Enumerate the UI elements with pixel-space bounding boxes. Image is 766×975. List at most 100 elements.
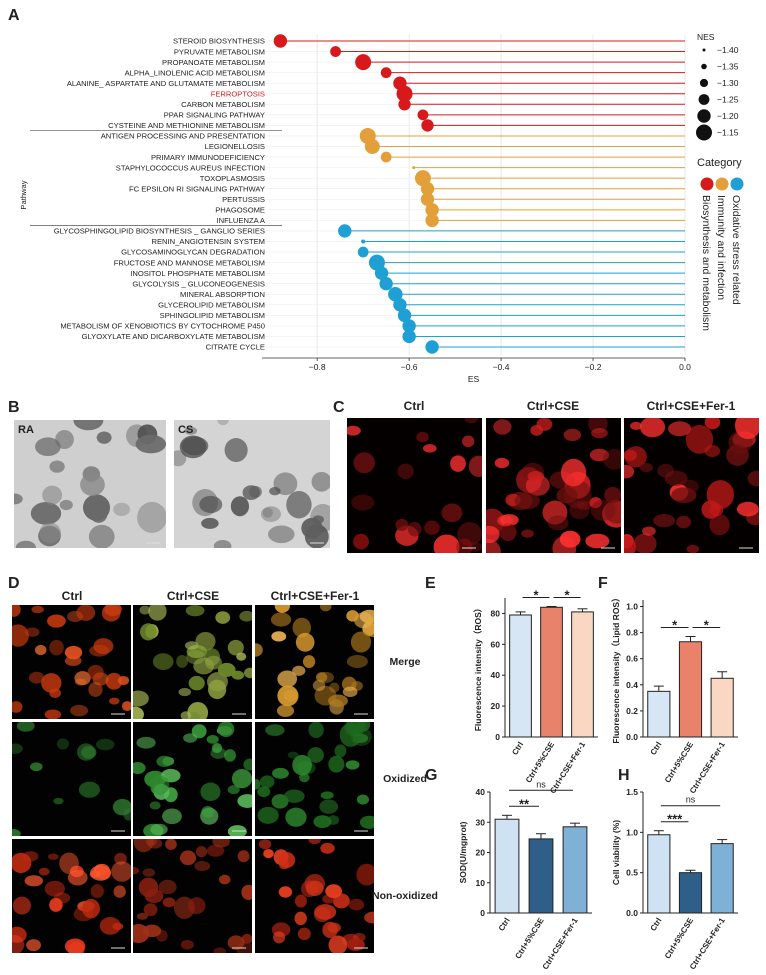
cell bbox=[278, 886, 293, 898]
x-tick-label: 0.0 bbox=[679, 362, 691, 372]
fluorescence-image bbox=[486, 418, 621, 553]
cell bbox=[49, 639, 64, 656]
significance-label: ns bbox=[536, 779, 546, 789]
tem-image bbox=[14, 420, 166, 548]
cell bbox=[279, 860, 290, 870]
image-content bbox=[174, 420, 330, 548]
cell bbox=[563, 428, 582, 442]
cell bbox=[356, 863, 374, 886]
y-axis-title: Fluorescence intensity（ROS） bbox=[473, 604, 483, 732]
cell bbox=[227, 825, 247, 836]
x-tick-label: Ctrl+CSE+Fer-1 bbox=[688, 740, 727, 795]
cell bbox=[89, 644, 110, 657]
cell bbox=[239, 610, 252, 622]
cell bbox=[494, 457, 510, 469]
cell bbox=[156, 755, 173, 768]
cell bbox=[89, 870, 101, 878]
cell bbox=[243, 758, 252, 771]
cell bbox=[213, 947, 226, 953]
cell bbox=[142, 868, 156, 877]
cell bbox=[121, 701, 131, 712]
pathway-label: PRIMARY IMMUNODEFICIENCY bbox=[151, 153, 265, 162]
pathway-label: ALANINE_ ASPARTATE AND GLUTAMATE METABOL… bbox=[67, 79, 265, 88]
cell bbox=[230, 496, 250, 517]
pathway-label: GLYCOLYSIS _ GLUCONEOGENESIS bbox=[132, 279, 265, 288]
cell bbox=[201, 517, 219, 529]
cell bbox=[90, 884, 104, 898]
fluorescence-image bbox=[12, 839, 131, 953]
cell bbox=[179, 850, 197, 866]
cell bbox=[624, 535, 636, 553]
fluorescence-image bbox=[255, 605, 374, 719]
pathway-label: CITRATE CYCLE bbox=[206, 343, 265, 352]
cell bbox=[257, 786, 271, 798]
cell bbox=[139, 623, 157, 641]
bar bbox=[562, 826, 588, 914]
cell bbox=[99, 917, 121, 935]
cell bbox=[136, 912, 149, 920]
cell bbox=[194, 861, 211, 872]
cell bbox=[642, 526, 656, 536]
cell bbox=[497, 514, 513, 527]
image-content bbox=[624, 418, 759, 553]
cell bbox=[114, 852, 127, 865]
fluorescence-image bbox=[133, 722, 252, 836]
y-tick-label: 20 bbox=[476, 848, 486, 858]
y-tick-label: 0.5 bbox=[626, 868, 638, 878]
cell bbox=[271, 631, 287, 642]
pathway-label: MINERAL ABSORPTION bbox=[180, 290, 265, 299]
image-content bbox=[12, 851, 131, 953]
y-tick-label: 0 bbox=[480, 908, 485, 918]
cell bbox=[38, 867, 50, 876]
cell bbox=[12, 828, 21, 836]
cell bbox=[589, 448, 610, 462]
pathway-label: INOSITOL PHOSPHATE METABOLISM bbox=[130, 269, 265, 278]
cell bbox=[294, 894, 307, 908]
cell bbox=[150, 823, 168, 836]
cell bbox=[640, 418, 666, 438]
x-axis-title: ES bbox=[468, 374, 480, 384]
dot bbox=[361, 239, 366, 244]
cell bbox=[313, 815, 332, 829]
cell bbox=[299, 772, 310, 783]
dot bbox=[393, 298, 407, 312]
cell bbox=[112, 922, 124, 931]
pathway-label: FERROPTOSIS bbox=[211, 89, 265, 98]
cell bbox=[536, 418, 553, 431]
cell bbox=[283, 789, 305, 803]
significance-label: ns bbox=[686, 795, 696, 805]
cell bbox=[184, 641, 199, 650]
cell bbox=[704, 418, 721, 430]
cell bbox=[231, 769, 252, 789]
fluorescence-image bbox=[133, 605, 252, 719]
cell bbox=[217, 722, 235, 738]
significance-label: ** bbox=[519, 796, 530, 811]
significance-label: *** bbox=[667, 812, 683, 827]
image-content bbox=[255, 722, 374, 829]
cell bbox=[441, 503, 463, 523]
cell bbox=[34, 644, 47, 656]
cell bbox=[210, 747, 227, 759]
x-tick-label: Ctrl+5%CSE bbox=[524, 740, 557, 785]
size-legend-label: −1.35 bbox=[717, 62, 739, 72]
cell bbox=[44, 880, 65, 897]
cell bbox=[499, 523, 517, 541]
cell bbox=[12, 624, 29, 647]
cell bbox=[149, 801, 161, 810]
cell bbox=[80, 473, 105, 496]
cell bbox=[213, 539, 232, 548]
cell bbox=[241, 884, 252, 900]
cell bbox=[53, 797, 64, 805]
cell bbox=[206, 844, 225, 857]
cell bbox=[395, 518, 409, 531]
cell bbox=[111, 861, 131, 882]
cell bbox=[604, 486, 621, 504]
dot bbox=[420, 182, 435, 196]
pathway-label: LEGIONELLOSIS bbox=[205, 142, 265, 151]
cell bbox=[64, 938, 86, 953]
cell bbox=[259, 775, 275, 789]
cell bbox=[12, 701, 23, 713]
cell bbox=[257, 806, 279, 824]
cell bbox=[320, 791, 334, 800]
dot bbox=[421, 119, 434, 132]
